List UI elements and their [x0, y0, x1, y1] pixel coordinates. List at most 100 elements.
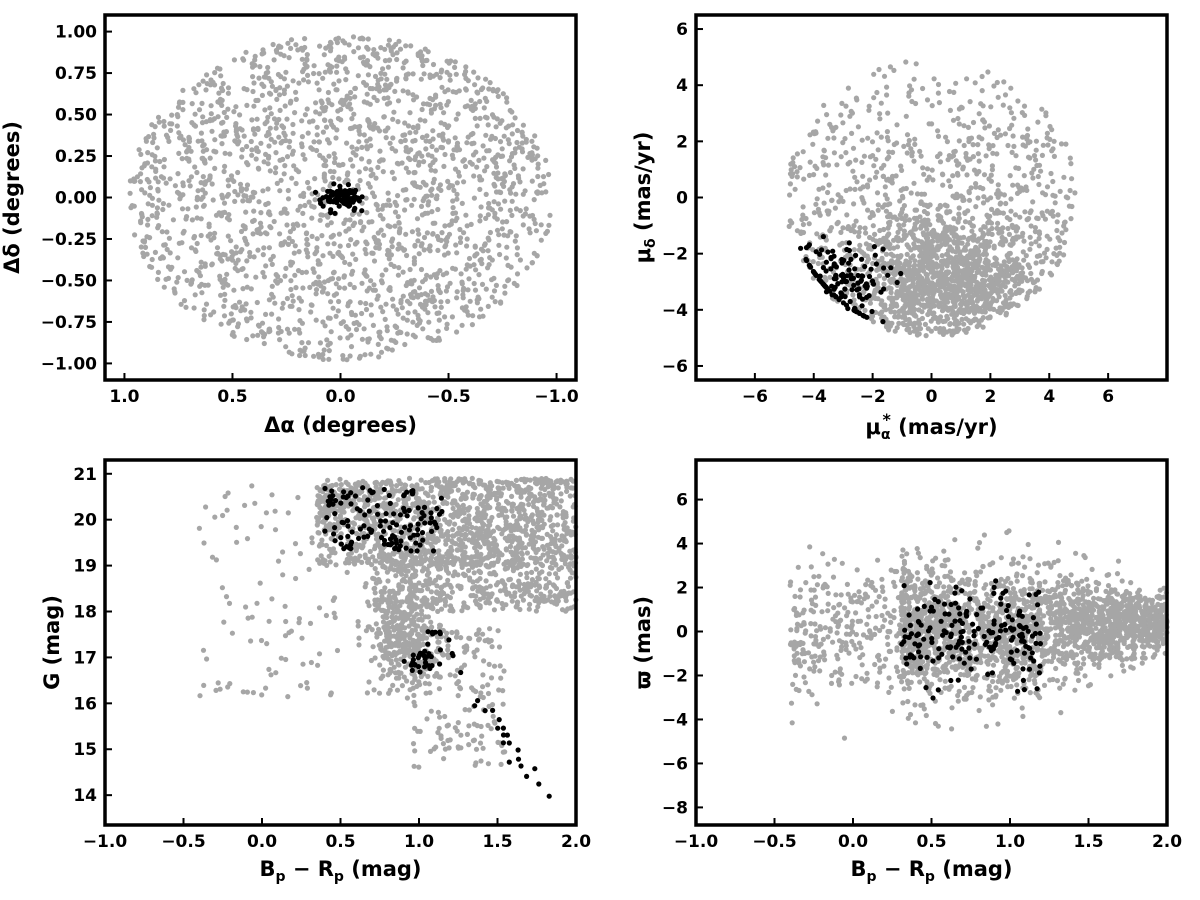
field-star-point [318, 283, 324, 289]
field-star-point [455, 111, 461, 117]
field-star-point [929, 249, 935, 255]
field-star-point [876, 273, 883, 279]
field-star-point [347, 353, 353, 359]
sky-y-axis: −1.00−0.75−0.50−0.250.000.250.500.751.00 [41, 23, 112, 374]
field-star-point [1008, 110, 1015, 116]
field-star-point [436, 337, 442, 343]
field-star-point [384, 328, 390, 334]
field-star-point [385, 578, 391, 584]
field-star-point [145, 150, 151, 156]
field-star-point [429, 192, 435, 198]
field-star-point [953, 278, 959, 284]
field-star-point [348, 309, 355, 316]
field-star-point [940, 182, 946, 188]
field-star-point [364, 144, 370, 150]
field-star-point [923, 333, 929, 339]
field-star-point [958, 302, 964, 308]
field-star-point [854, 97, 860, 103]
field-star-point [167, 176, 173, 182]
sky-y-label: Δδ (degrees) [0, 121, 24, 274]
field-star-point [191, 305, 197, 311]
field-star-point [867, 177, 873, 183]
field-star-point [1021, 238, 1027, 244]
field-star-point [334, 127, 340, 133]
field-star-point [981, 172, 988, 178]
field-star-point [222, 291, 228, 297]
field-star-point [1051, 251, 1057, 257]
field-star-point [923, 235, 929, 241]
field-star-point [427, 138, 433, 144]
field-star-point [328, 234, 334, 240]
field-star-point [887, 178, 893, 184]
field-star-point [1020, 230, 1026, 236]
field-star-point [265, 129, 271, 135]
field-star-point [155, 179, 161, 185]
field-star-point [955, 172, 961, 178]
field-star-point [363, 251, 369, 257]
field-star-point [405, 123, 412, 129]
field-star-point [825, 135, 831, 141]
field-star-point [364, 100, 370, 106]
field-star-point [1055, 235, 1061, 241]
field-star-point [820, 185, 826, 191]
field-star-point [949, 230, 955, 236]
field-star-point [457, 226, 463, 233]
field-star-point [253, 274, 259, 280]
field-star-point [375, 81, 381, 87]
field-star-point [235, 321, 241, 327]
field-star-point [176, 150, 182, 156]
field-star-point [301, 190, 307, 196]
field-star-point [1024, 296, 1030, 302]
field-star-point [480, 143, 486, 149]
field-star-point [935, 81, 942, 88]
field-star-point [942, 225, 948, 231]
field-star-point [301, 77, 307, 83]
field-star-point [293, 96, 299, 102]
member-star-point [898, 270, 904, 277]
field-star-point [1002, 131, 1009, 137]
field-star-point [906, 137, 912, 144]
field-star-point [1048, 272, 1055, 278]
field-star-point [507, 207, 513, 213]
field-star-point [224, 271, 230, 277]
field-star-point [464, 236, 470, 242]
field-star-point [424, 298, 430, 304]
field-star-point [237, 112, 243, 118]
field-star-point [435, 206, 441, 213]
field-star-point [289, 238, 295, 245]
field-star-point [416, 231, 422, 237]
field-star-point [1002, 292, 1008, 299]
field-star-point [244, 160, 250, 166]
field-star-point [380, 66, 386, 72]
member-star-point [869, 308, 875, 315]
field-star-point [404, 252, 410, 259]
field-star-point [981, 242, 987, 248]
field-star-point [176, 190, 182, 197]
field-star-point [154, 205, 160, 211]
field-star-point [412, 243, 418, 249]
field-star-point [467, 298, 473, 304]
field-star-point [326, 67, 332, 73]
field-star-point [249, 147, 255, 153]
field-star-point [945, 247, 952, 254]
field-star-point [431, 499, 437, 505]
field-star-point [942, 318, 948, 324]
field-star-point [395, 311, 401, 317]
field-star-point [161, 164, 167, 170]
field-star-point [424, 272, 430, 278]
field-star-point [291, 163, 297, 169]
field-star-point [1014, 190, 1021, 196]
field-star-point [514, 271, 521, 277]
pm-y-tick-label: −2 [662, 245, 688, 265]
field-star-point [222, 297, 228, 303]
field-star-point [302, 345, 308, 351]
field-star-point [348, 89, 354, 96]
field-star-point [414, 322, 420, 328]
field-star-point [872, 174, 879, 180]
field-star-point [377, 212, 383, 218]
field-star-point [491, 181, 497, 187]
field-star-point [824, 112, 830, 118]
field-star-point [1007, 173, 1013, 179]
field-star-point [495, 93, 501, 99]
field-star-point [435, 639, 441, 645]
